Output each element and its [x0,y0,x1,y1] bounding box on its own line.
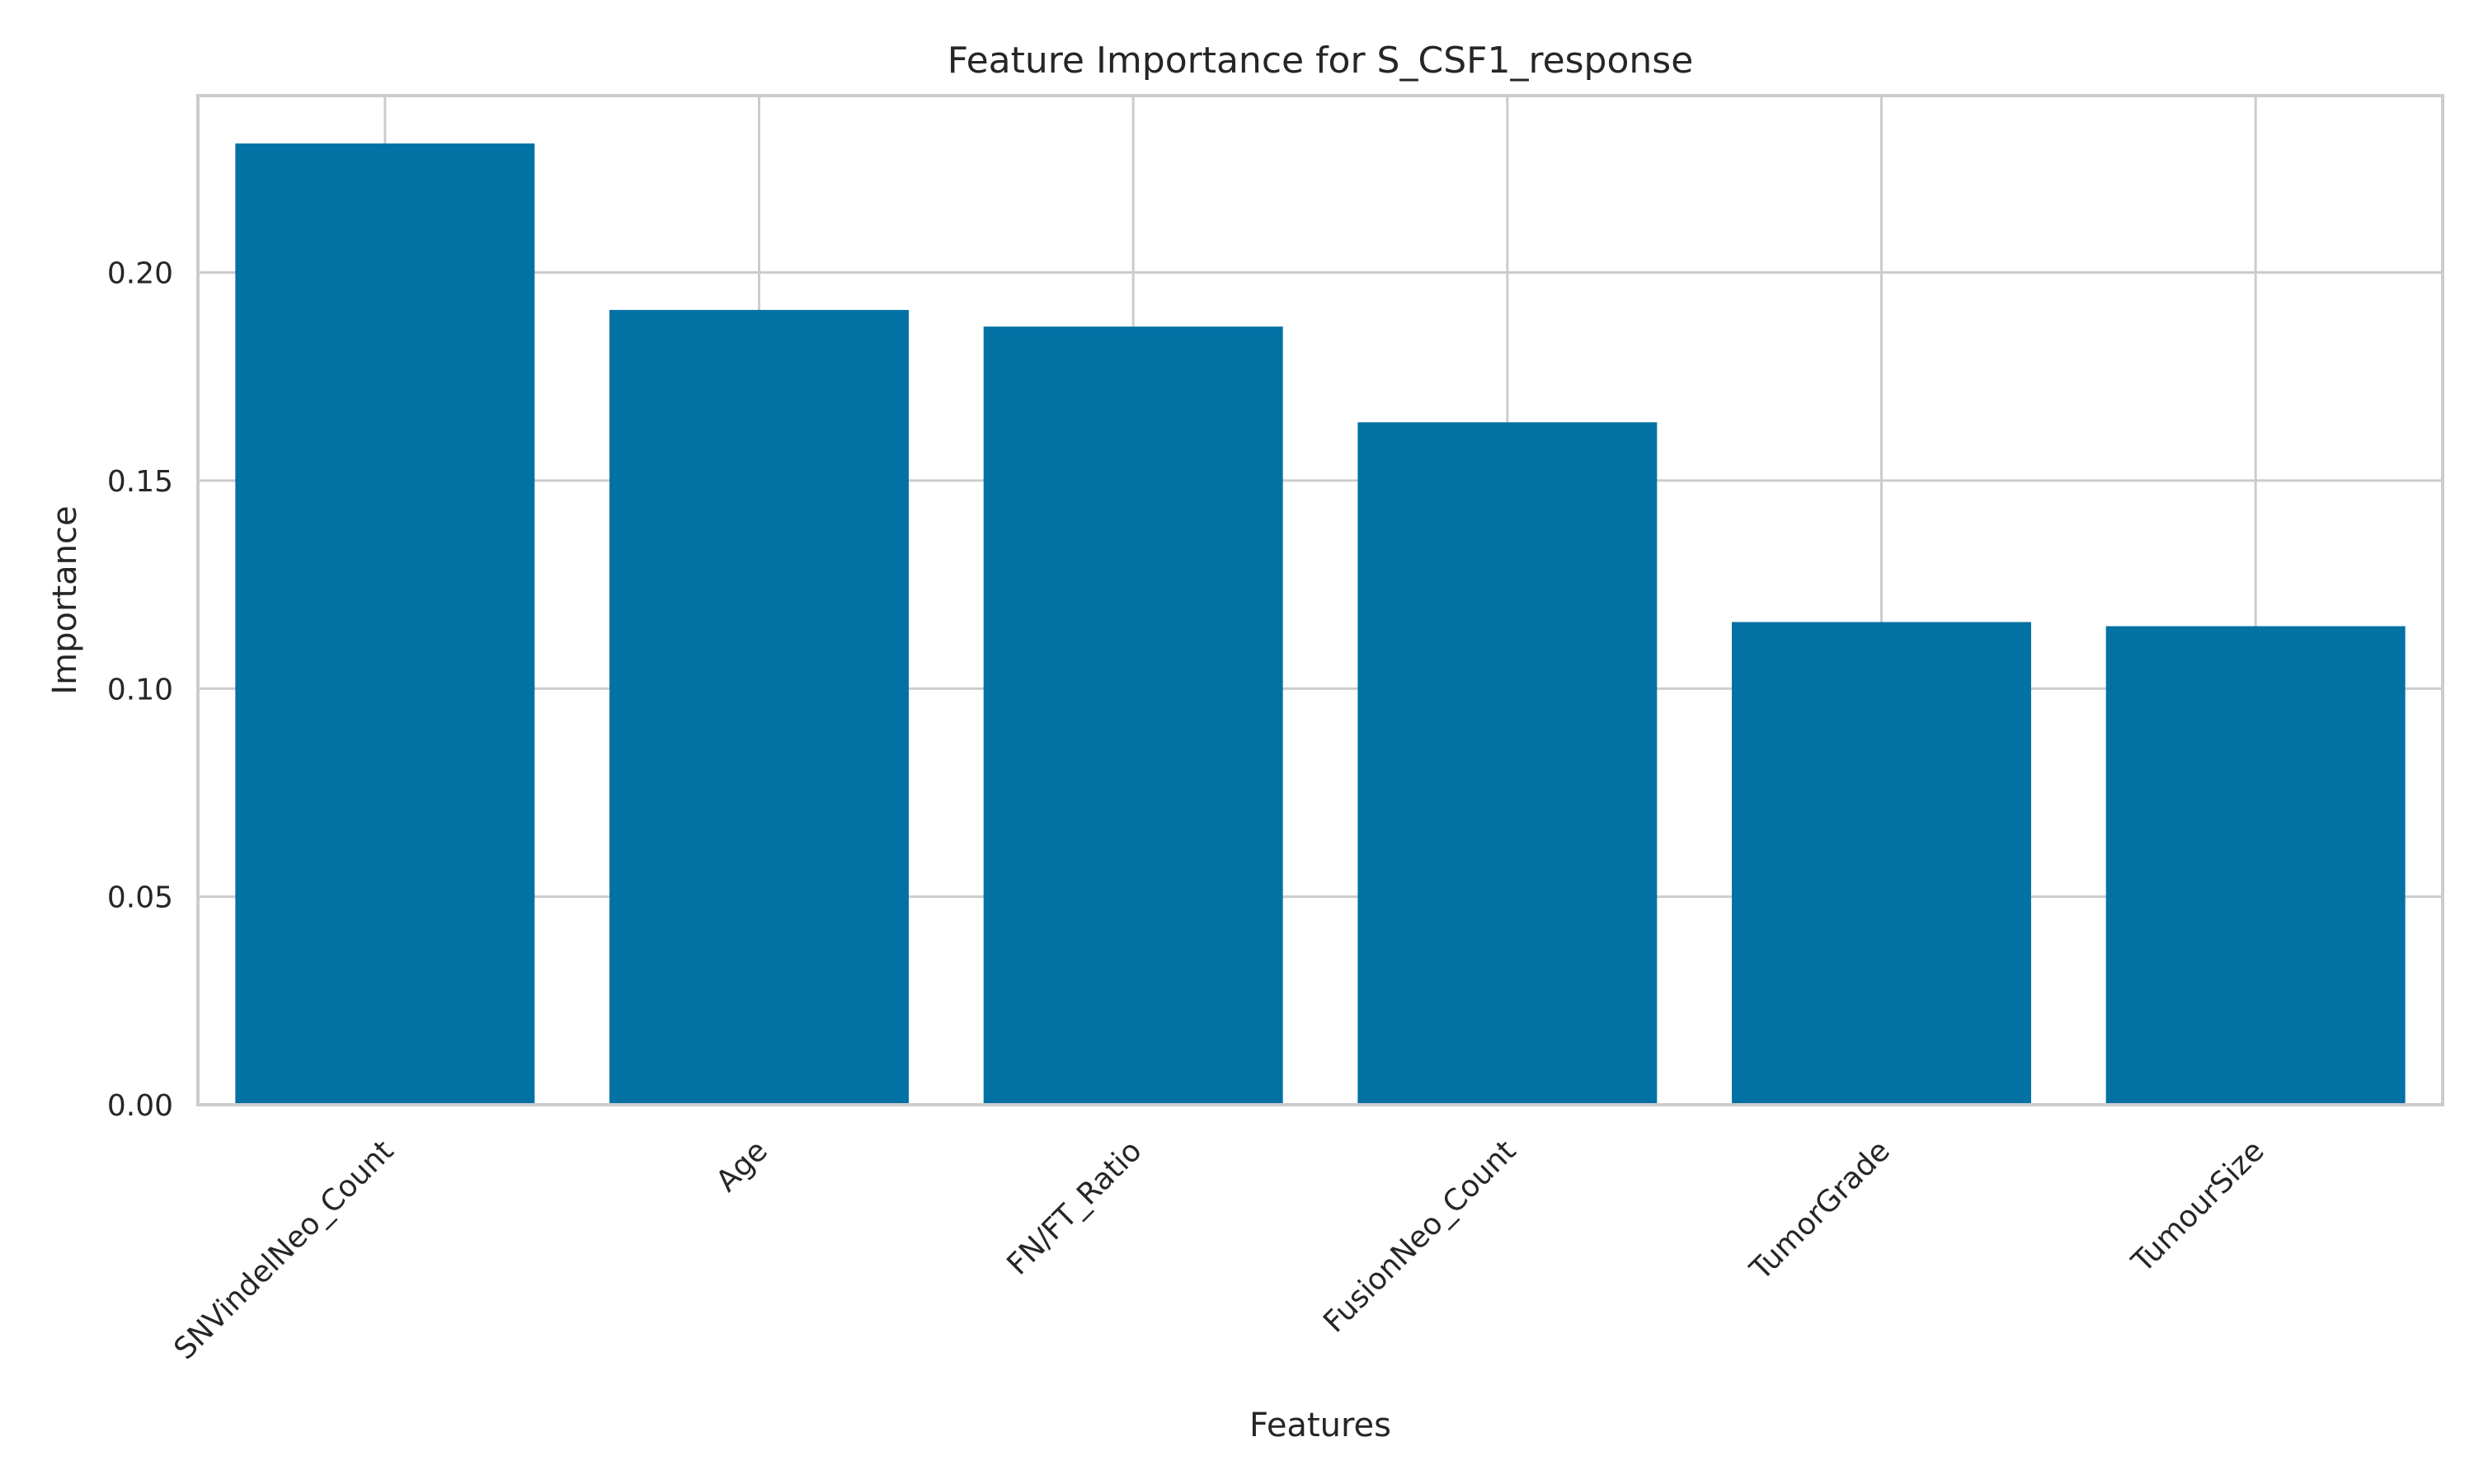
y-tick-label: 0.10 [107,673,173,707]
y-axis-label: Importance [46,505,84,694]
axes-frame [196,94,2444,1106]
y-tick-label: 0.05 [107,881,173,915]
bar [1732,622,2031,1105]
bar [1357,422,1658,1105]
y-tick-label: 0.15 [107,465,173,499]
y-tick-label: 0.00 [107,1089,173,1123]
bar [235,143,535,1105]
bar [983,326,1283,1105]
chart-title: Feature Importance for S_CSF1_response [948,40,1694,82]
y-tick-label: 0.20 [107,257,173,291]
bars [235,143,2406,1105]
bar [2105,626,2406,1105]
bar [609,309,909,1105]
x-axis-label: Features [1249,1407,1391,1444]
y-axis-ticks: 0.00 0.05 0.10 0.15 0.20 [107,257,173,1123]
